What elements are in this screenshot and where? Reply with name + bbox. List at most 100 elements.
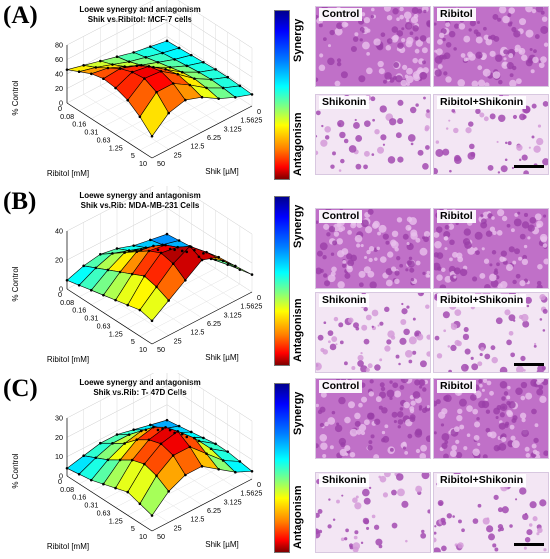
x-tick-label: 0.08 [60,485,74,494]
x-tick-label: 5 [131,337,135,346]
data-point [152,425,155,429]
data-point [161,427,164,431]
micrograph-image [316,7,430,86]
data-point [238,268,242,271]
data-point [152,244,155,248]
data-point [143,274,146,278]
panel-label: (B) [3,188,37,215]
y-tick-label: 1.5625 [240,116,262,125]
panel-b: Loewe synergy and antagonism Shik vs.Rib:… [0,186,550,373]
colorbar-top-label: Synergy [292,18,304,62]
data-point [135,438,139,442]
data-point [250,273,254,276]
data-point [65,279,69,282]
data-point [156,248,160,252]
data-point [94,456,98,460]
micrograph-label: Shikonin [319,294,370,307]
data-point [152,65,155,69]
data-point [171,82,175,85]
data-point [250,469,254,473]
data-point [200,95,204,99]
surface [65,418,254,517]
data-point [159,70,163,73]
micrograph-ribitol: Ribitol [433,378,549,459]
y-tick-label: 12.5 [190,328,204,337]
data-point [177,239,181,242]
data-point [234,264,237,268]
data-point [165,418,169,422]
data-point [185,250,189,254]
data-point [189,430,193,434]
micrograph-shikonin: Shikonin [315,94,431,175]
data-point [156,60,160,64]
y-axis-label: Shik [µM] [205,540,239,549]
data-point [65,68,69,71]
y-axis-label: Shik [µM] [205,167,239,176]
x-tick-label: 5 [131,151,135,160]
data-point [167,299,170,302]
colorbar-top-label: Synergy [292,391,304,435]
x-tick-label: 1.25 [109,329,123,338]
chart-subtitle: Shik vs.Rib: T- 47D Cells [93,388,187,397]
data-point [94,66,98,69]
x-axis-label: Ribitol [mM] [47,169,89,178]
data-point [123,251,126,254]
data-point [217,255,220,259]
data-point [167,111,170,115]
micrograph-label: Shikonin [319,96,370,109]
grid-line [66,373,253,422]
data-point [202,252,205,255]
micrograph-label: Ribitol [437,8,476,21]
data-point [155,474,158,478]
data-point [118,270,122,274]
data-point [155,285,158,289]
z-tick-label: 20 [55,256,63,265]
data-point [132,51,135,54]
micrograph-image [316,209,430,288]
colorbar-top-label: Synergy [292,204,304,248]
data-point [180,432,184,436]
data-point [147,438,151,442]
x-tick-label: 0.63 [97,508,111,517]
x-tick-label: 5 [131,524,135,533]
micrograph-label: Ribitol+Shikonin [437,96,527,109]
data-point [221,86,225,90]
data-point [205,86,208,90]
x-tick-label: 10 [139,532,147,541]
data-point [176,72,180,76]
data-point [177,424,181,428]
data-point [193,248,196,252]
data-point [238,460,242,463]
colorbar [274,196,290,366]
colorbar-bottom-label: Antagonism [292,485,304,549]
z-tick-label: 20 [55,433,63,442]
x-tick-label: 0.08 [60,298,74,307]
data-point [165,232,169,236]
y-tick-label: 3.125 [224,310,242,319]
data-point [171,262,175,266]
data-point [226,75,230,79]
data-point [82,64,85,67]
data-point [226,263,230,266]
z-axis-label: % Control [11,266,20,301]
data-point [147,65,151,68]
data-point [209,257,213,261]
y-tick-label: 3.125 [224,124,242,133]
data-point [89,72,93,76]
micrograph-label: Ribitol [437,380,476,393]
colorbar-bottom-label: Antagonism [292,298,304,362]
micrograph-shikonin: Shikonin [315,292,431,373]
colorbar [274,10,290,180]
y-tick-label: 25 [174,150,182,159]
micrograph-label: Control [319,210,363,223]
panel-a: Loewe synergy and antagonism Shik vs.Ribi… [0,0,550,186]
data-point [135,64,139,68]
data-point [115,55,119,58]
data-point [185,435,189,439]
x-tick-label: 1.25 [109,143,123,152]
data-point [197,439,201,443]
data-point [89,478,93,482]
y-tick-label: 0 [257,480,261,489]
data-point [135,250,139,254]
